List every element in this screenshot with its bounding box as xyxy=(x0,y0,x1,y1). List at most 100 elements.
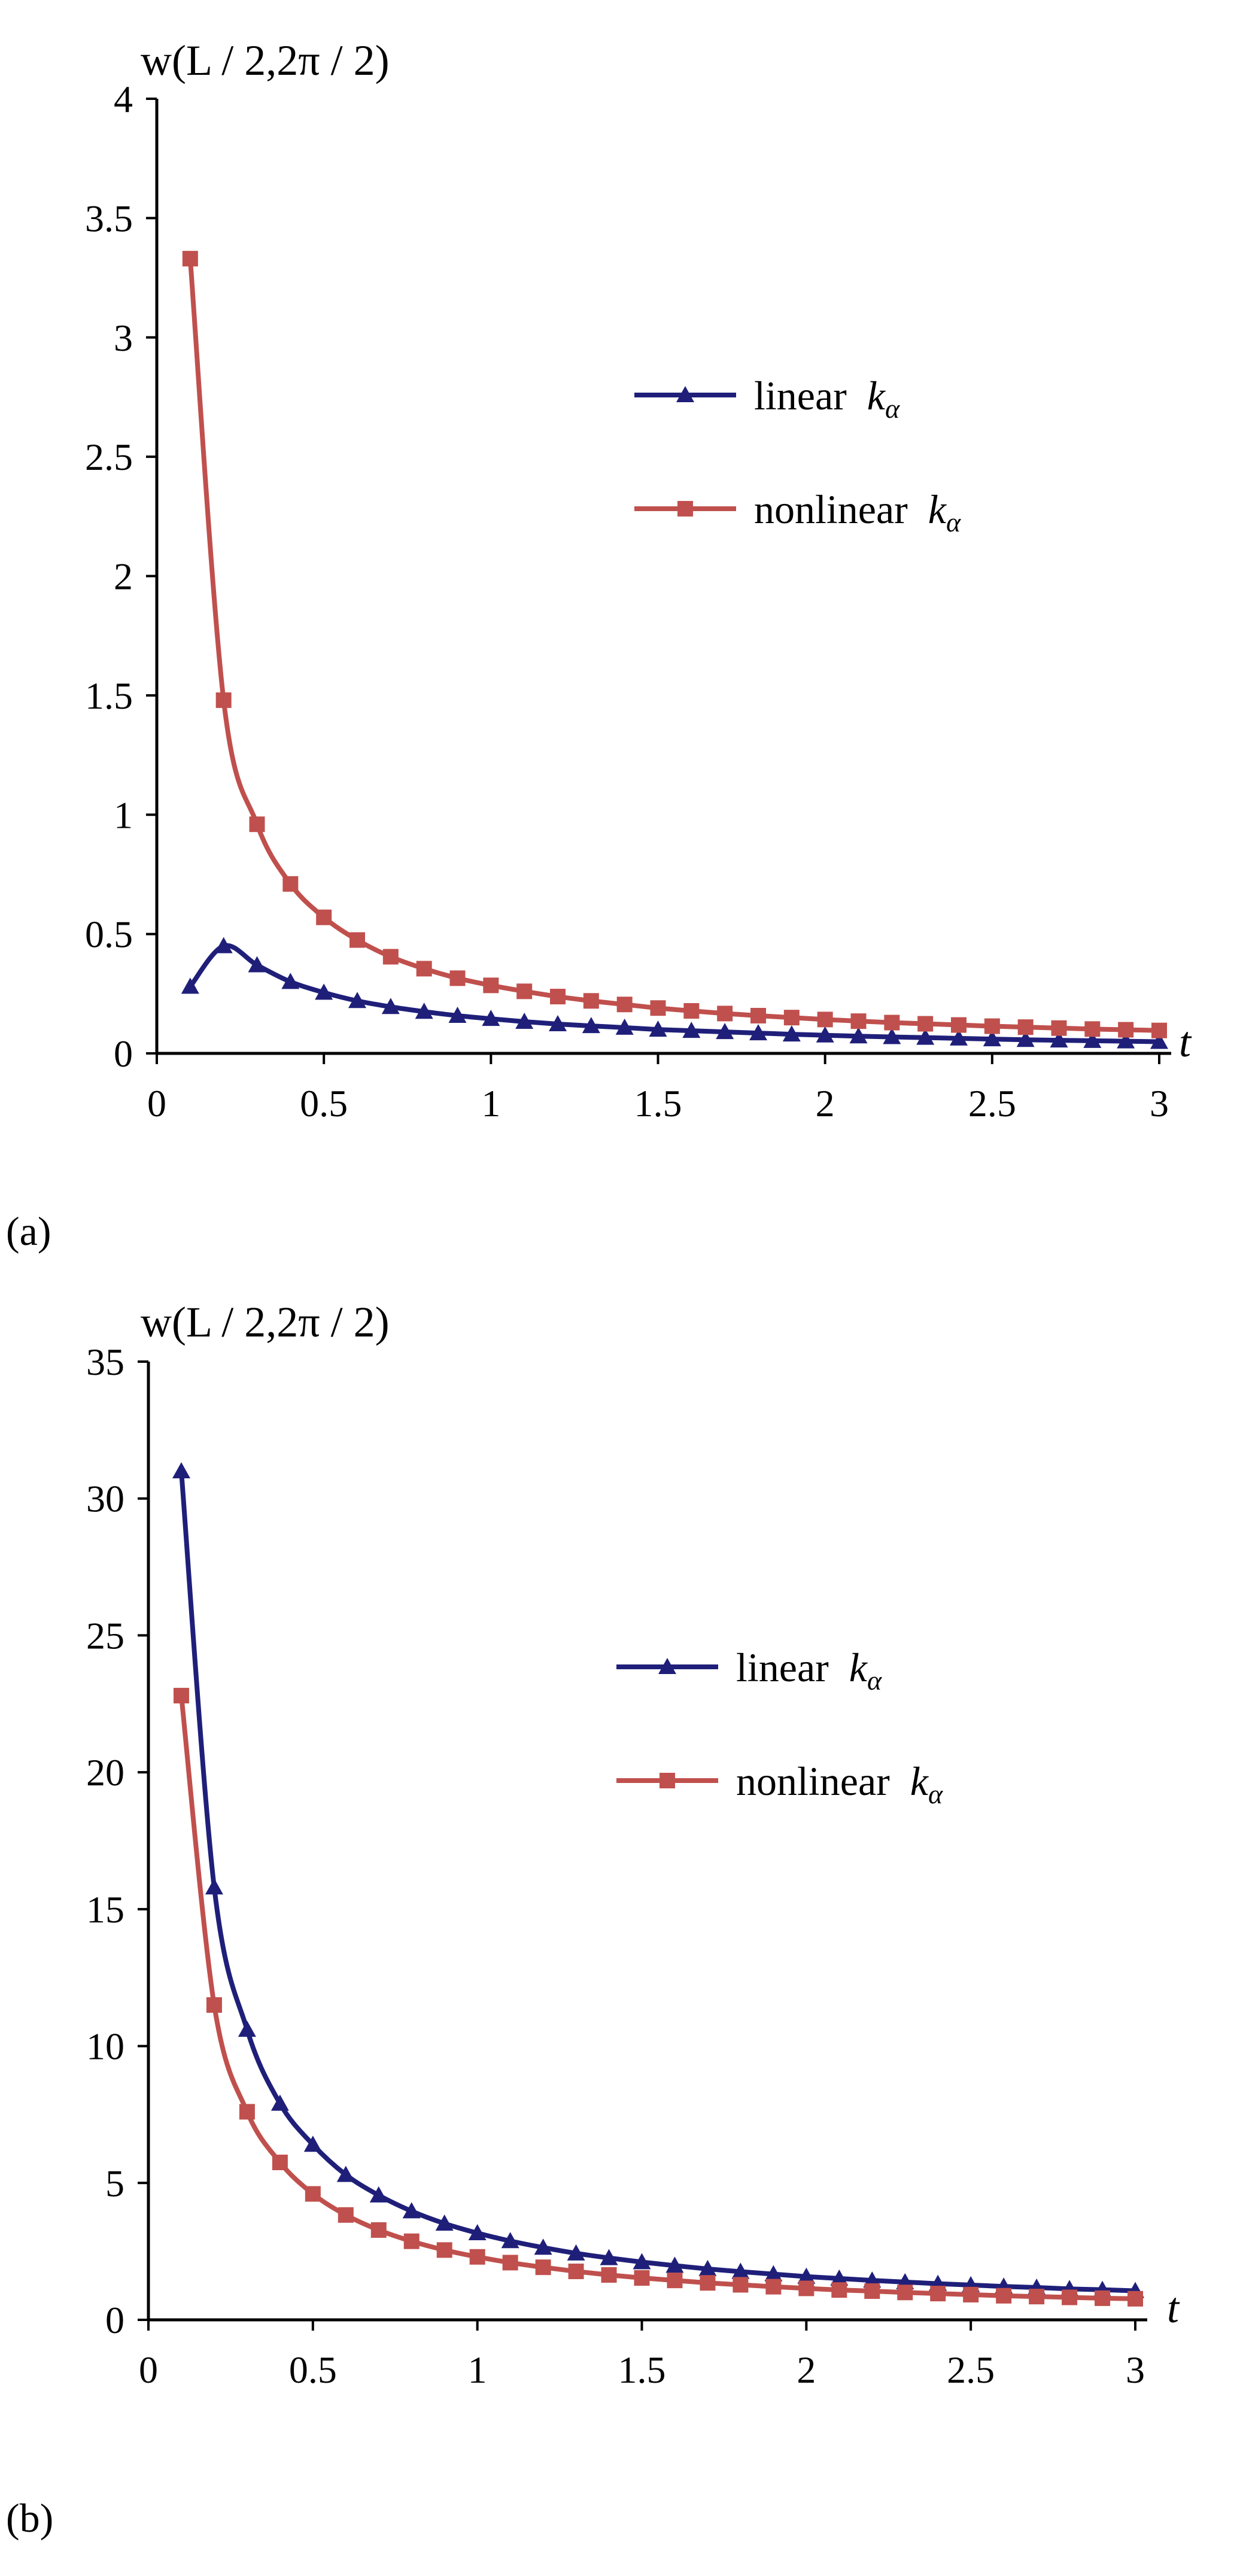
data-point xyxy=(483,977,499,994)
x-tick-label: 1 xyxy=(481,1082,500,1125)
x-tick-label: 2.5 xyxy=(947,2349,995,2391)
x-tick-label: 1.5 xyxy=(618,2349,666,2391)
data-point xyxy=(206,1997,222,2013)
data-point xyxy=(917,1016,934,1032)
x-axis-label: t xyxy=(1167,2284,1180,2332)
data-point xyxy=(1051,1020,1067,1036)
data-point xyxy=(468,2223,487,2240)
data-point xyxy=(350,932,365,948)
legend-label: linear kα xyxy=(736,1645,882,1696)
data-point xyxy=(817,1011,833,1028)
data-point xyxy=(883,1028,901,1044)
data-point xyxy=(449,970,466,986)
series-line xyxy=(178,1695,1136,2301)
panel-label: (a) xyxy=(6,1208,51,1254)
x-tick-label: 2.5 xyxy=(968,1082,1016,1125)
y-tick-label: 5 xyxy=(105,2162,124,2204)
data-point xyxy=(963,2286,979,2302)
x-ticks: 0 0.5 1 1.5 2 2.5 3 xyxy=(139,2320,1145,2391)
series-nonlinear xyxy=(182,251,1167,1038)
data-point xyxy=(1118,1022,1134,1038)
data-point xyxy=(1016,1031,1035,1047)
data-point xyxy=(733,2277,749,2293)
data-point xyxy=(667,2273,683,2289)
y-tick-label: 10 xyxy=(86,2025,124,2068)
data-point xyxy=(716,1023,734,1040)
series-line xyxy=(178,1471,1136,2294)
data-point xyxy=(765,2279,782,2295)
data-point xyxy=(665,2256,684,2273)
data-point xyxy=(568,2264,584,2280)
data-point xyxy=(983,1030,1001,1047)
data-point xyxy=(1062,2289,1078,2305)
y-tick-label: 0 xyxy=(114,1032,133,1075)
data-point xyxy=(650,1000,666,1016)
y-tick-label: 35 xyxy=(86,1341,124,1383)
data-point xyxy=(214,937,233,953)
data-point xyxy=(698,2259,717,2276)
data-point xyxy=(172,1462,190,1478)
y-tick-label: 1 xyxy=(114,794,133,836)
data-point xyxy=(549,1014,567,1031)
y-tick-label: 3 xyxy=(114,317,133,359)
data-point xyxy=(482,1010,500,1026)
legend-item: nonlinear kα xyxy=(634,487,961,537)
x-tick-label: 0 xyxy=(147,1082,166,1125)
data-point xyxy=(415,1003,433,1019)
data-point xyxy=(582,1017,600,1034)
x-tick-label: 1.5 xyxy=(634,1082,682,1125)
legend-item: linear kα xyxy=(634,373,900,424)
x-tick-label: 3 xyxy=(1150,1082,1169,1125)
legend-marker xyxy=(677,501,693,517)
data-point xyxy=(1117,1032,1135,1049)
series-linear xyxy=(172,1462,1144,2298)
legend-marker xyxy=(676,386,694,402)
data-point xyxy=(1083,1031,1102,1048)
data-point xyxy=(1095,2290,1111,2306)
data-point xyxy=(634,2270,650,2286)
data-point xyxy=(338,2207,354,2223)
y-tick-label: 3.5 xyxy=(85,197,133,239)
data-point xyxy=(173,1688,189,1704)
data-point xyxy=(305,2186,321,2202)
x-tick-label: 2 xyxy=(797,2349,816,2391)
data-point xyxy=(950,1029,968,1046)
x-ticks: 0 0.5 1 1.5 2 2.5 3 xyxy=(147,1053,1169,1125)
data-point xyxy=(550,989,566,1005)
data-point xyxy=(783,1010,800,1026)
legend-marker xyxy=(658,1658,676,1674)
data-point xyxy=(884,1014,900,1031)
data-point xyxy=(316,909,332,925)
data-point xyxy=(916,1028,935,1045)
y-tick-label: 25 xyxy=(86,1614,124,1657)
x-tick-label: 0.5 xyxy=(300,1082,348,1125)
series-group xyxy=(172,1462,1144,2307)
data-point xyxy=(850,1013,867,1029)
data-point xyxy=(816,1026,834,1043)
data-point xyxy=(436,2242,452,2258)
y-tick-label: 0.5 xyxy=(85,913,133,956)
legend-marker xyxy=(660,1773,675,1788)
data-point xyxy=(381,998,400,1014)
series-linear xyxy=(181,937,1168,1049)
axes xyxy=(147,1362,1147,2322)
data-point xyxy=(616,997,633,1013)
data-point xyxy=(731,2262,750,2279)
data-point xyxy=(1151,1022,1167,1038)
data-point xyxy=(1127,2291,1143,2307)
chart-panel-a: w(L / 2,2π / 2) 0 0.5 1 1.5 2 2.5 3 3.5 4 0 0.5 1 1… xyxy=(6,37,1192,1254)
data-point xyxy=(1029,2289,1045,2305)
chart-panel-b: w(L / 2,2π / 2) 0 5 10 15 20 25 30 35 0 0.5 1 1.5 2… xyxy=(6,1298,1180,2541)
data-point xyxy=(1050,1031,1068,1048)
data-point xyxy=(782,1025,801,1042)
legend-item: linear kα xyxy=(616,1645,882,1696)
data-point xyxy=(403,2233,420,2249)
data-point xyxy=(864,2283,880,2299)
x-tick-label: 2 xyxy=(816,1082,835,1125)
data-point xyxy=(601,2267,617,2283)
data-point xyxy=(1150,1032,1168,1049)
data-point xyxy=(764,2265,783,2282)
data-point xyxy=(281,973,300,989)
data-point xyxy=(369,2186,388,2203)
